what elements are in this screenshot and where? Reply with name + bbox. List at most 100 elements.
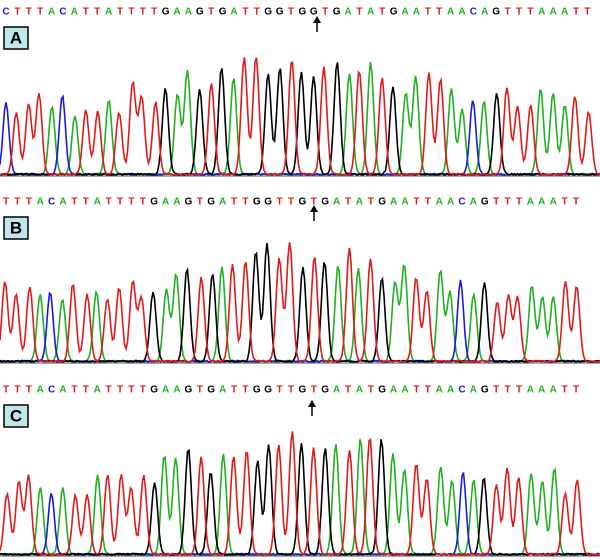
base-call: T — [356, 7, 362, 18]
base-call: G — [481, 197, 489, 208]
base-call: T — [516, 197, 522, 208]
base-call: A — [105, 7, 112, 18]
panel-label: C — [10, 406, 22, 425]
base-call: T — [117, 385, 123, 396]
base-call: G — [253, 385, 261, 396]
panel-label-box — [3, 216, 29, 240]
base-call: A — [59, 197, 66, 208]
base-call: T — [584, 7, 590, 18]
base-call: T — [37, 7, 43, 18]
base-call: G — [378, 385, 386, 396]
base-call: A — [447, 385, 454, 396]
base-call: T — [3, 197, 9, 208]
base-call: T — [83, 385, 89, 396]
base-call: G — [264, 197, 272, 208]
base-call: A — [162, 385, 169, 396]
base-call: T — [231, 385, 237, 396]
base-call: G — [150, 197, 158, 208]
trace — [0, 62, 600, 177]
base-call: G — [185, 385, 193, 396]
base-call: A — [527, 385, 534, 396]
base-call: A — [173, 7, 180, 18]
base-call: T — [197, 197, 203, 208]
base-call: T — [254, 7, 260, 18]
base-call: A — [94, 197, 101, 208]
base-call: T — [242, 197, 248, 208]
base-call: G — [333, 7, 341, 18]
trace — [0, 242, 600, 363]
base-call: G — [207, 197, 215, 208]
base-call: A — [219, 385, 226, 396]
base-call: T — [128, 7, 134, 18]
base-call: A — [390, 385, 397, 396]
base-call: T — [505, 385, 511, 396]
panel-label: B — [10, 218, 22, 237]
base-call: G — [299, 7, 307, 18]
base-call: A — [538, 197, 545, 208]
base-call: A — [550, 197, 557, 208]
base-call: T — [83, 197, 89, 208]
base-call: T — [573, 7, 579, 18]
base-call: A — [436, 385, 443, 396]
base-call: T — [277, 197, 283, 208]
base-call: T — [516, 385, 522, 396]
base-call: T — [140, 197, 146, 208]
base-call: A — [538, 7, 545, 18]
base-call: T — [288, 385, 294, 396]
base-call: T — [106, 385, 112, 396]
base-call: A — [162, 197, 169, 208]
trace — [0, 243, 600, 363]
base-call: A — [401, 197, 408, 208]
base-call: T — [3, 385, 9, 396]
base-call: A — [356, 197, 363, 208]
base-call: A — [436, 197, 443, 208]
panel-label: A — [10, 28, 22, 47]
base-call: T — [117, 197, 123, 208]
base-call: A — [561, 7, 568, 18]
base-call: T — [425, 197, 431, 208]
base-call: T — [311, 197, 317, 208]
base-call: T — [83, 7, 89, 18]
base-call: T — [345, 197, 351, 208]
panel-label-box — [3, 26, 29, 50]
base-call: A — [527, 197, 534, 208]
base-call: T — [14, 197, 20, 208]
base-call: T — [345, 385, 351, 396]
base-call: A — [470, 197, 477, 208]
trace — [0, 439, 600, 557]
base-call: T — [128, 385, 134, 396]
base-call: G — [207, 385, 215, 396]
arrow-c — [308, 400, 316, 416]
base-call: T — [242, 385, 248, 396]
base-call: C — [59, 7, 66, 18]
base-call: A — [550, 7, 557, 18]
base-call: T — [493, 385, 499, 396]
base-call: T — [573, 385, 579, 396]
base-call: G — [481, 385, 489, 396]
base-call: T — [14, 7, 20, 18]
base-call: A — [401, 385, 408, 396]
base-call: A — [219, 197, 226, 208]
base-call: T — [573, 197, 579, 208]
base-call: A — [59, 385, 66, 396]
trace — [0, 431, 600, 557]
base-call: A — [48, 7, 55, 18]
base-call: G — [310, 7, 318, 18]
base-call: T — [106, 197, 112, 208]
base-call: T — [242, 7, 248, 18]
base-call: T — [140, 7, 146, 18]
panel-label-box — [3, 404, 29, 428]
base-call: A — [333, 197, 340, 208]
base-call: T — [311, 385, 317, 396]
base-call: C — [48, 385, 55, 396]
base-call: C — [470, 7, 477, 18]
base-call: C — [2, 7, 9, 18]
base-call: T — [288, 197, 294, 208]
base-call: T — [140, 385, 146, 396]
base-call: T — [505, 197, 511, 208]
base-call: G — [276, 7, 284, 18]
base-call: A — [173, 197, 180, 208]
base-call: T — [71, 197, 77, 208]
